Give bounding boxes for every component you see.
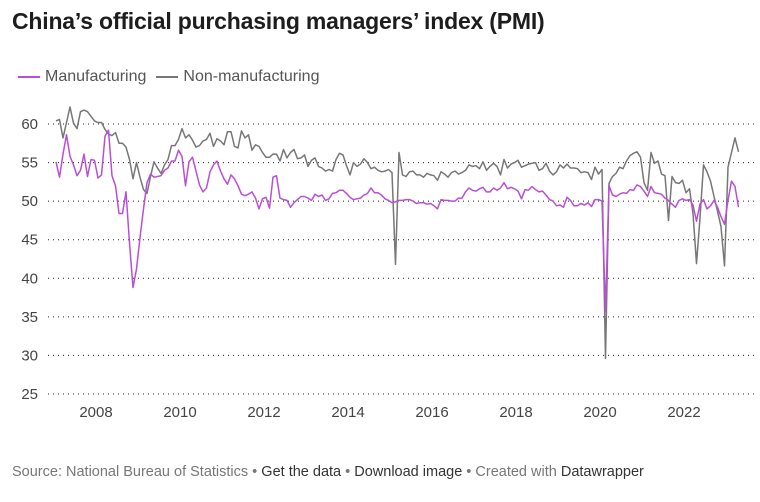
x-tick-label: 2008	[79, 404, 112, 421]
y-tick-label: 45	[21, 232, 38, 249]
legend-swatch-manufacturing	[18, 76, 40, 78]
y-tick-label: 50	[21, 193, 38, 210]
series-line-manufacturing	[55, 129, 740, 313]
x-axis-labels: 2008 2010 2012 2014 2016 2018 2020 2022	[79, 404, 700, 421]
series-line-non-manufacturing	[55, 106, 740, 360]
separator: •	[341, 464, 355, 480]
datawrapper-link[interactable]: Datawrapper	[560, 464, 644, 480]
chart-title: China’s official purchasing managers’ in…	[12, 8, 545, 34]
separator: •	[248, 464, 262, 480]
x-tick-label: 2014	[331, 404, 364, 421]
legend-label-non-manufacturing: Non-manufacturing	[183, 68, 320, 85]
x-tick-label: 2018	[499, 404, 532, 421]
legend-swatch-non-manufacturing	[156, 76, 179, 78]
footer: Source: National Bureau of Statistics • …	[12, 464, 644, 480]
y-tick-label: 30	[21, 347, 38, 364]
download-image-link[interactable]: Download image	[354, 464, 463, 480]
legend-item-manufacturing: Manufacturing	[18, 68, 146, 86]
y-tick-label: 60	[21, 116, 38, 133]
legend-item-non-manufacturing: Non-manufacturing	[156, 68, 319, 86]
x-tick-label: 2010	[163, 404, 196, 421]
created-with-text: Created with	[475, 464, 561, 480]
legend-label-manufacturing: Manufacturing	[45, 68, 147, 85]
y-tick-label: 40	[21, 270, 38, 287]
y-tick-label: 25	[21, 386, 38, 403]
x-tick-label: 2022	[667, 404, 700, 421]
x-tick-label: 2020	[583, 404, 616, 421]
y-tick-label: 35	[21, 309, 38, 326]
y-tick-label: 55	[21, 155, 38, 172]
legend: Manufacturing Non-manufacturing	[18, 68, 329, 86]
get-data-link[interactable]: Get the data	[261, 464, 342, 480]
grid-lines	[48, 123, 758, 395]
source-text: Source: National Bureau of Statistics	[12, 464, 249, 480]
x-tick-label: 2016	[415, 404, 448, 421]
x-tick-label: 2012	[247, 404, 280, 421]
y-axis-labels: 25 30 35 40 45 50 55 60	[21, 116, 38, 403]
series-lines	[55, 106, 740, 360]
separator: •	[462, 464, 476, 480]
